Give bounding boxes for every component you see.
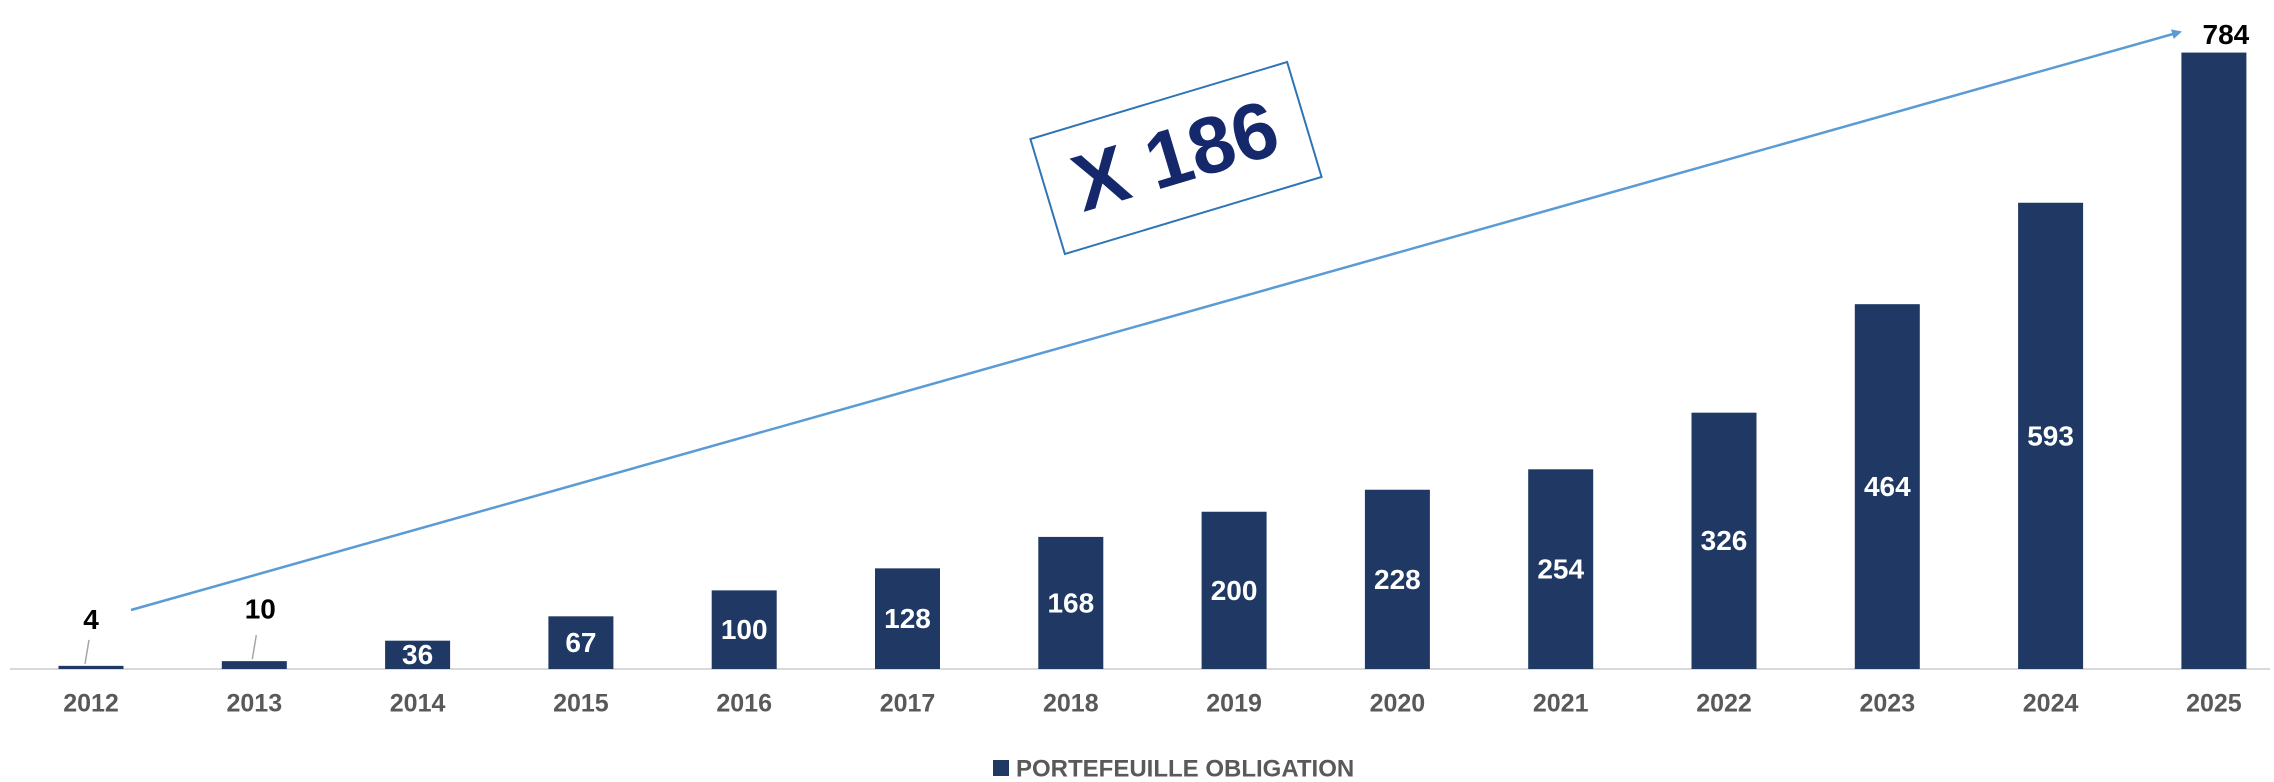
annotation-frame — [1029, 60, 1323, 256]
data-label: 10 — [245, 594, 276, 625]
bar — [58, 665, 124, 669]
data-label: 593 — [2027, 420, 2074, 451]
data-label: 100 — [721, 614, 768, 645]
leader-line — [251, 635, 258, 660]
data-label: 254 — [1537, 554, 1584, 585]
annotation-box: X 186 — [1029, 60, 1323, 256]
leader-line — [84, 639, 90, 664]
data-label: 128 — [884, 603, 931, 634]
bar — [1201, 511, 1267, 669]
x-tick-label: 2015 — [553, 690, 609, 718]
data-label: 200 — [1211, 575, 1258, 606]
bar — [385, 640, 451, 669]
bar — [1364, 489, 1430, 669]
x-tick-label: 2025 — [2186, 690, 2242, 718]
growth-arrow — [130, 29, 2182, 612]
x-tick-label: 2020 — [1370, 690, 1426, 718]
x-tick-label: 2014 — [390, 690, 446, 718]
bar — [1854, 304, 1920, 669]
x-tick-label: 2016 — [716, 690, 772, 718]
data-label: 67 — [565, 627, 596, 658]
x-tick-label: 2021 — [1533, 690, 1589, 718]
legend-label: PORTEFEUILLE OBLIGATION — [1016, 755, 1354, 782]
data-label: 784 — [2203, 19, 2250, 50]
x-tick-label: 2019 — [1206, 690, 1262, 718]
data-label: 464 — [1864, 471, 1911, 502]
bar — [548, 616, 614, 669]
data-label: 326 — [1701, 525, 1748, 556]
bar — [1038, 536, 1104, 669]
x-tick-label: 2023 — [1859, 690, 1915, 718]
data-label: 36 — [402, 639, 433, 670]
x-tick-label: 2017 — [880, 690, 936, 718]
bar — [1691, 412, 1757, 669]
data-label: 228 — [1374, 564, 1421, 595]
bar — [875, 568, 940, 669]
x-tick-label: 2013 — [226, 690, 282, 718]
x-tick-label: 2024 — [2023, 690, 2079, 718]
bar — [2018, 202, 2084, 669]
data-label: 4 — [83, 604, 99, 635]
bar — [1528, 469, 1594, 669]
bar — [711, 590, 777, 669]
x-tick-label: 2018 — [1043, 690, 1099, 718]
x-tick-label: 2022 — [1696, 690, 1752, 718]
data-label: 168 — [1047, 587, 1094, 618]
legend-swatch — [993, 760, 1009, 776]
bar — [2181, 52, 2247, 669]
x-tick-label: 2012 — [63, 690, 119, 718]
bar — [221, 661, 287, 669]
